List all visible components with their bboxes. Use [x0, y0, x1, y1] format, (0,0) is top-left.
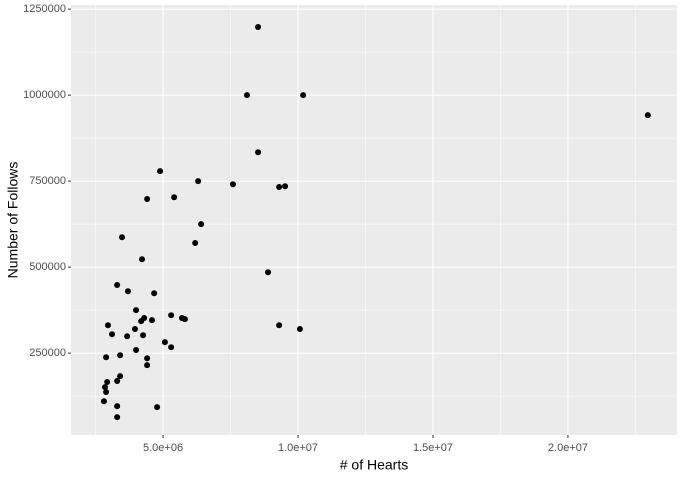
- point: [124, 333, 131, 340]
- point: [144, 196, 151, 203]
- point: [133, 347, 140, 354]
- point: [100, 398, 107, 405]
- point: [114, 414, 121, 421]
- x-tick-label: 5.0e+06: [143, 442, 183, 454]
- point: [104, 379, 111, 386]
- point: [103, 354, 110, 361]
- point: [151, 290, 158, 297]
- point: [282, 183, 289, 190]
- point: [138, 256, 145, 263]
- point: [192, 240, 199, 247]
- point: [104, 322, 111, 329]
- point: [157, 168, 164, 175]
- point: [144, 362, 151, 369]
- point: [133, 307, 140, 314]
- point: [109, 331, 116, 338]
- point: [171, 194, 178, 201]
- point: [255, 24, 262, 31]
- point: [265, 269, 272, 276]
- y-tick-label: 1250000: [23, 3, 66, 15]
- point: [195, 178, 202, 185]
- y-tick-label: 1000000: [23, 89, 66, 101]
- point: [243, 92, 250, 99]
- point: [229, 181, 236, 188]
- point: [148, 317, 155, 324]
- x-axis-title: # of Hearts: [340, 457, 408, 473]
- point: [124, 288, 131, 295]
- point: [644, 112, 651, 119]
- point: [119, 234, 126, 241]
- x-tick-label: 1.0e+07: [278, 442, 318, 454]
- point: [276, 322, 283, 329]
- point: [198, 221, 205, 228]
- point: [168, 312, 175, 319]
- x-tick-label: 1.5e+07: [413, 442, 453, 454]
- x-tick-label: 2.0e+07: [548, 442, 588, 454]
- point: [276, 183, 283, 190]
- point: [114, 377, 121, 384]
- point: [117, 352, 124, 359]
- point: [300, 92, 307, 99]
- y-tick-label: 750000: [29, 175, 66, 187]
- point: [114, 282, 121, 289]
- point: [296, 326, 303, 333]
- point: [140, 332, 147, 339]
- point: [114, 403, 121, 410]
- point: [144, 355, 151, 362]
- y-tick-label: 250000: [29, 347, 66, 359]
- point: [161, 339, 168, 346]
- point: [103, 389, 110, 395]
- point: [154, 404, 161, 411]
- point: [102, 384, 109, 391]
- point: [255, 149, 262, 156]
- point: [181, 316, 188, 323]
- plot-panel: [71, 5, 677, 435]
- point: [131, 326, 138, 333]
- y-axis-title: Number of Follows: [5, 162, 21, 279]
- point: [117, 373, 124, 380]
- point: [138, 318, 145, 325]
- y-tick-label: 500000: [29, 261, 66, 273]
- point: [168, 344, 175, 351]
